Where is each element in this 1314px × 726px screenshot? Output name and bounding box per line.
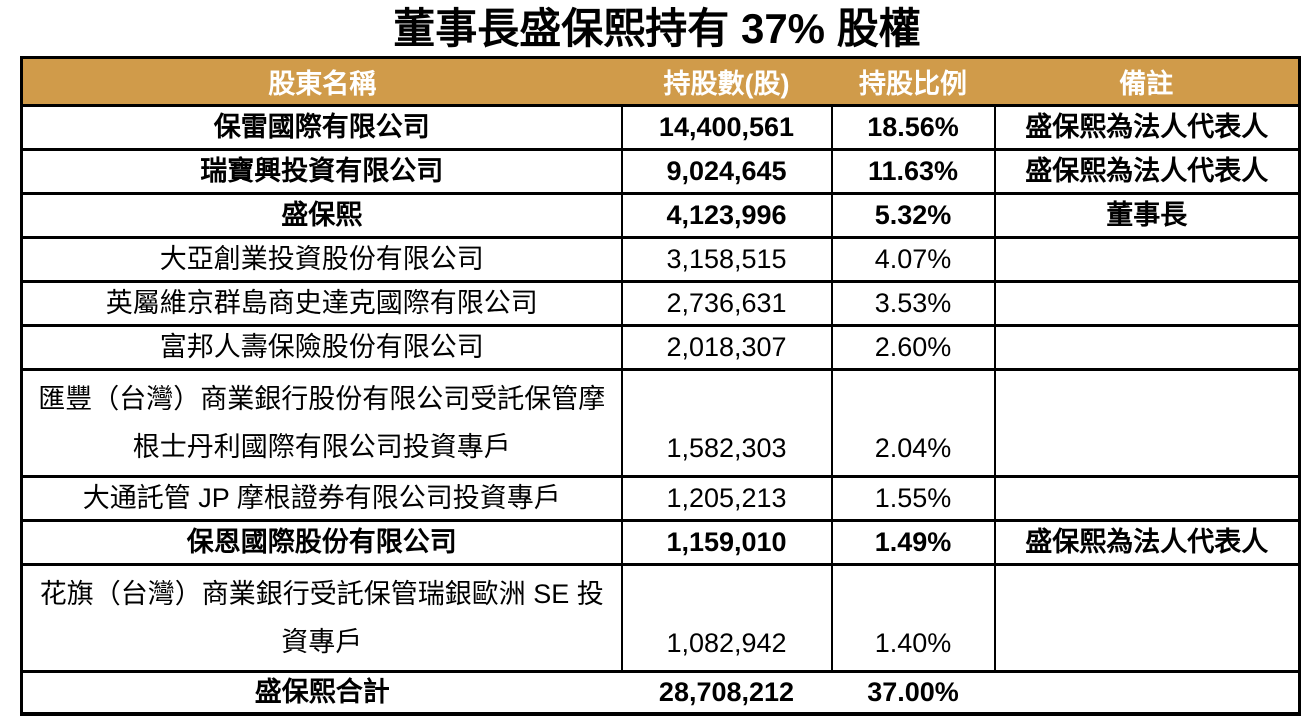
table-row: 大亞創業投資股份有限公司 3,158,515 4.07%: [20, 236, 1301, 283]
shares-cell: 14,400,561: [620, 104, 833, 151]
ratio-cell: 5.32%: [830, 192, 996, 239]
ratio-cell: 11.63%: [830, 148, 996, 195]
header-shares-held: 持股數(股): [621, 57, 832, 107]
shares-cell: 2,736,631: [620, 280, 833, 327]
header-holding-ratio: 持股比例: [831, 57, 995, 107]
shares-cell: 2,018,307: [620, 324, 833, 371]
table-row: 英屬維京群島商史達克國際有限公司 2,736,631 3.53%: [20, 280, 1301, 327]
page-title: 董事長盛保熙持有 37% 股權: [393, 5, 921, 52]
shareholder-name-cell: 大亞創業投資股份有限公司: [20, 236, 623, 283]
table-row: 保雷國際有限公司 14,400,561 18.56% 盛保熙為法人代表人: [20, 104, 1301, 151]
ratio-cell: 2.60%: [830, 324, 996, 371]
ratio-cell: 3.53%: [830, 280, 996, 327]
total-label-cell: 盛保熙合計: [21, 670, 622, 714]
shares-cell: 1,159,010: [620, 519, 833, 566]
table-row: 富邦人壽保險股份有限公司 2,018,307 2.60%: [20, 324, 1301, 371]
table-row: 盛保熙 4,123,996 5.32% 董事長: [20, 192, 1301, 239]
table-row: 花旗（台灣）商業銀行受託保管瑞銀歐洲 SE 投 資專戶 1,082,942 1.…: [20, 563, 1301, 673]
shares-cell: 4,123,996: [620, 192, 833, 239]
table-row: 保恩國際股份有限公司 1,159,010 1.49% 盛保熙為法人代表人: [20, 519, 1301, 566]
shares-cell: 1,082,942: [620, 563, 833, 673]
ratio-cell: 18.56%: [830, 104, 996, 151]
total-note-cell: [994, 670, 1300, 714]
shareholder-name-cell: 瑞寶興投資有限公司: [20, 148, 623, 195]
shares-cell: 1,205,213: [620, 475, 833, 522]
total-shares-cell: 28,708,212: [621, 670, 832, 714]
note-cell: [993, 236, 1301, 283]
ratio-cell: 2.04%: [830, 368, 996, 478]
shareholder-name-cell: 盛保熙: [20, 192, 623, 239]
total-row: 盛保熙合計 28,708,212 37.00%: [21, 670, 1300, 714]
ratio-cell: 4.07%: [830, 236, 996, 283]
total-ratio-cell: 37.00%: [831, 670, 995, 714]
note-cell: 盛保熙為法人代表人: [993, 148, 1301, 195]
shareholder-name-cell: 匯豐（台灣）商業銀行股份有限公司受託保管摩 根士丹利國際有限公司投資專戶: [20, 368, 623, 478]
ratio-cell: 1.49%: [830, 519, 996, 566]
table-header-row: 股東名稱 持股數(股) 持股比例 備註: [21, 57, 1300, 107]
header-remarks: 備註: [994, 57, 1300, 107]
note-cell: 董事長: [993, 192, 1301, 239]
note-cell: [993, 324, 1301, 371]
note-cell: 盛保熙為法人代表人: [993, 104, 1301, 151]
shares-cell: 9,024,645: [620, 148, 833, 195]
shareholder-name-cell: 保恩國際股份有限公司: [20, 519, 623, 566]
note-cell: 盛保熙為法人代表人: [993, 519, 1301, 566]
note-cell: [993, 368, 1301, 478]
header-shareholder-name: 股東名稱: [21, 57, 622, 107]
note-cell: [993, 280, 1301, 327]
note-cell: [993, 563, 1301, 673]
shareholding-table: 股東名稱 持股數(股) 持股比例 備註 保雷國際有限公司 14,400,561 …: [20, 56, 1301, 716]
table-row: 大通託管 JP 摩根證券有限公司投資專戶 1,205,213 1.55%: [20, 475, 1301, 522]
note-cell: [993, 475, 1301, 522]
ratio-cell: 1.40%: [830, 563, 996, 673]
shareholder-name-cell: 保雷國際有限公司: [20, 104, 623, 151]
shareholder-name-cell: 英屬維京群島商史達克國際有限公司: [20, 280, 623, 327]
shares-cell: 3,158,515: [620, 236, 833, 283]
table-row: 瑞寶興投資有限公司 9,024,645 11.63% 盛保熙為法人代表人: [20, 148, 1301, 195]
table-row: 匯豐（台灣）商業銀行股份有限公司受託保管摩 根士丹利國際有限公司投資專戶 1,5…: [20, 368, 1301, 478]
shares-cell: 1,582,303: [620, 368, 833, 478]
ratio-cell: 1.55%: [830, 475, 996, 522]
shareholder-name-cell: 大通託管 JP 摩根證券有限公司投資專戶: [20, 475, 623, 522]
shareholder-name-cell: 富邦人壽保險股份有限公司: [20, 324, 623, 371]
shareholder-name-cell: 花旗（台灣）商業銀行受託保管瑞銀歐洲 SE 投 資專戶: [20, 563, 623, 673]
